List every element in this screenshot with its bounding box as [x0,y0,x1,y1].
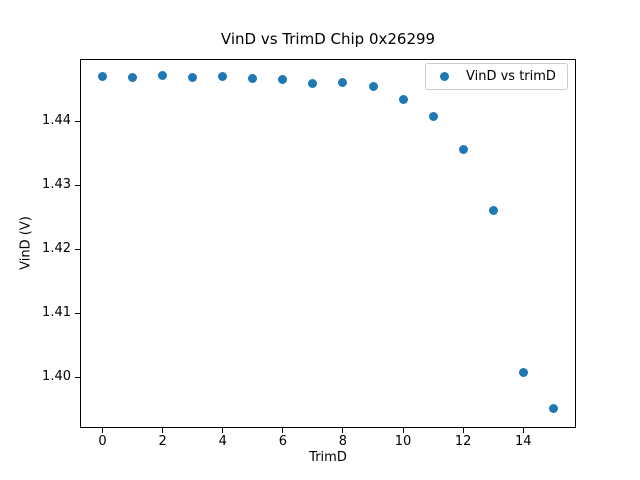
x-tick-mark [102,428,104,433]
legend: VinD vs trimD [425,63,568,90]
data-point [188,73,198,83]
data-point [458,144,468,154]
data-point [128,73,138,83]
legend-label: VinD vs trimD [466,69,556,84]
plot-area [80,59,576,428]
y-tick-mark [75,184,80,186]
data-point [158,70,168,80]
data-point [548,404,558,414]
y-tick-label: 1.40 [42,369,71,385]
data-point [368,82,378,92]
x-tick-label: 8 [338,434,348,449]
x-tick-label: 12 [454,434,472,449]
data-point [428,112,438,122]
legend-marker-icon [440,72,449,81]
data-point [308,79,318,89]
data-point [488,206,498,216]
chart-title: VinD vs TrimD Chip 0x26299 [220,30,436,48]
data-point [98,71,108,81]
x-tick-label: 10 [394,434,412,449]
y-axis-label: VinD (V) [18,216,34,270]
y-tick-label: 1.44 [42,113,71,129]
x-tick-mark [342,428,344,433]
x-tick-mark [402,428,404,433]
x-tick-label: 0 [98,434,107,449]
data-point [218,71,228,81]
y-tick-mark [75,248,80,250]
x-tick-mark [462,428,464,433]
y-tick-mark [75,312,80,314]
data-point [338,78,348,88]
x-axis-label: TrimD [309,450,347,465]
x-tick-mark [282,428,284,433]
x-tick-mark [522,428,524,433]
x-tick-label: 14 [514,434,532,449]
x-tick-label: 4 [218,434,227,449]
x-tick-mark [222,428,224,433]
data-point [398,94,408,104]
y-tick-label: 1.43 [42,177,71,193]
data-point [518,368,528,378]
y-tick-label: 1.41 [42,305,71,321]
x-tick-mark [162,428,164,433]
data-point [248,74,258,84]
y-tick-label: 1.42 [42,241,71,257]
x-tick-label: 2 [158,434,167,449]
x-tick-label: 6 [278,434,287,449]
data-point [278,75,288,84]
y-tick-mark [75,120,80,122]
y-tick-mark [75,376,80,378]
